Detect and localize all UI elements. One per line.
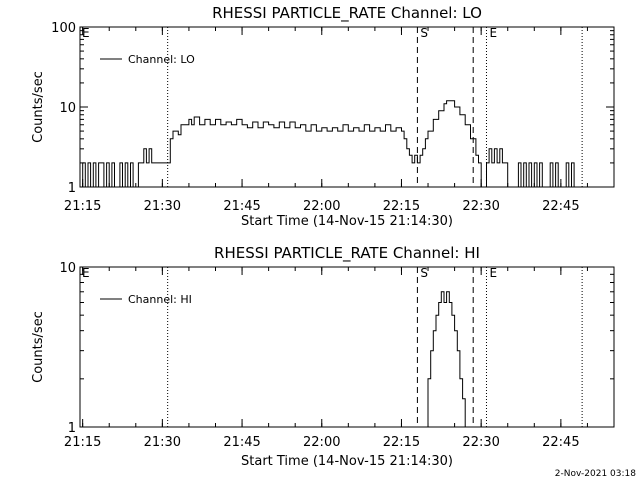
panel-2-ytick-label: 1 [68,421,76,436]
panel-2-xtick-label: 21:45 [223,435,260,450]
panel-1-xtick-label: 21:45 [223,199,260,214]
panel-1-legend-label: Channel: LO [128,53,195,66]
panel-1-xtick-label: 22:45 [542,199,579,214]
panel-2-xtick-label: 22:15 [383,435,420,450]
panel-1-ytick-label: 100 [51,21,76,36]
panel-2-ylabel: Counts/sec [31,311,46,383]
panel-1-event-label: S [420,26,428,40]
panel-2-legend-label: Channel: HI [128,293,192,306]
panel-2-xtick-label: 21:15 [64,435,101,450]
panel-2-xlabel: Start Time (14-Nov-15 21:14:30) [241,454,453,469]
panel-2-event-label: E [489,266,497,280]
panel-2-xtick-label: 22:00 [303,435,340,450]
panel-1-xtick-label: 22:00 [303,199,340,214]
panel-1-ytick-label: 10 [59,101,76,116]
panel-1-xtick-label: 21:30 [144,199,181,214]
panel-1-xtick-label: 22:30 [462,199,499,214]
panel-1-title: RHESSI PARTICLE_RATE Channel: LO [212,4,482,23]
panel-2-xtick-label: 22:30 [462,435,499,450]
panel-1-xlabel: Start Time (14-Nov-15 21:14:30) [241,214,453,229]
plot-timestamp: 2-Nov-2021 03:18 [555,469,637,479]
panel-2-ytick-label: 10 [59,261,76,276]
panel-1-ylabel: Counts/sec [31,71,46,143]
panel-2-event-label: S [420,266,428,280]
panel-1-corner-label: E [82,26,90,40]
panel-2-plot-frame [79,266,615,428]
panel-1-ytick-label: 1 [68,181,76,196]
panel-2-corner-label: E [82,266,90,280]
panel-2-xtick-label: 21:30 [144,435,181,450]
panel-1-xtick-label: 21:15 [64,199,101,214]
panel-2-xtick-label: 22:45 [542,435,579,450]
panel-1-xtick-label: 22:15 [383,199,420,214]
panel-2-title: RHESSI PARTICLE_RATE Channel: HI [214,244,480,263]
panel-2-series-line [425,291,466,428]
panel-1-series-line [80,100,577,188]
panel-1-event-label: E [489,26,497,40]
